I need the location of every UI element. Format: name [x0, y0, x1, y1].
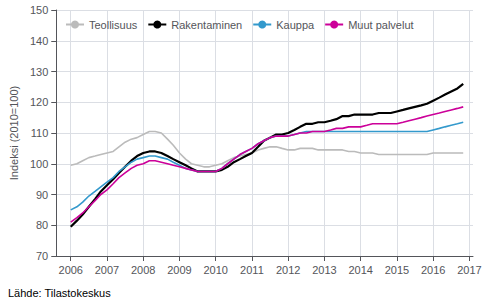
svg-text:140: 140	[30, 35, 48, 47]
svg-text:120: 120	[30, 96, 48, 108]
svg-text:2014: 2014	[348, 264, 372, 276]
svg-text:110: 110	[31, 127, 49, 139]
svg-text:70: 70	[36, 250, 48, 262]
svg-text:Lähde: Tilastokeskus: Lähde: Tilastokeskus	[8, 287, 111, 299]
svg-text:130: 130	[30, 66, 48, 78]
svg-text:Muut palvelut: Muut palvelut	[348, 19, 413, 31]
svg-text:2017: 2017	[457, 264, 481, 276]
svg-text:90: 90	[36, 189, 48, 201]
svg-text:2015: 2015	[385, 264, 409, 276]
svg-text:Indeksi (2010=100): Indeksi (2010=100)	[8, 86, 20, 180]
svg-text:2006: 2006	[59, 264, 83, 276]
svg-text:2010: 2010	[203, 264, 227, 276]
svg-text:2016: 2016	[421, 264, 445, 276]
svg-text:2011: 2011	[240, 264, 264, 276]
svg-text:2008: 2008	[131, 264, 155, 276]
svg-text:2012: 2012	[276, 264, 300, 276]
svg-text:2007: 2007	[95, 264, 119, 276]
svg-text:Teollisuus: Teollisuus	[89, 19, 138, 31]
svg-text:Kauppa: Kauppa	[276, 19, 315, 31]
svg-text:80: 80	[36, 219, 48, 231]
svg-text:100: 100	[30, 158, 48, 170]
svg-text:2013: 2013	[312, 264, 336, 276]
svg-text:150: 150	[30, 4, 48, 16]
svg-text:2009: 2009	[167, 264, 191, 276]
svg-text:Rakentaminen: Rakentaminen	[171, 19, 242, 31]
